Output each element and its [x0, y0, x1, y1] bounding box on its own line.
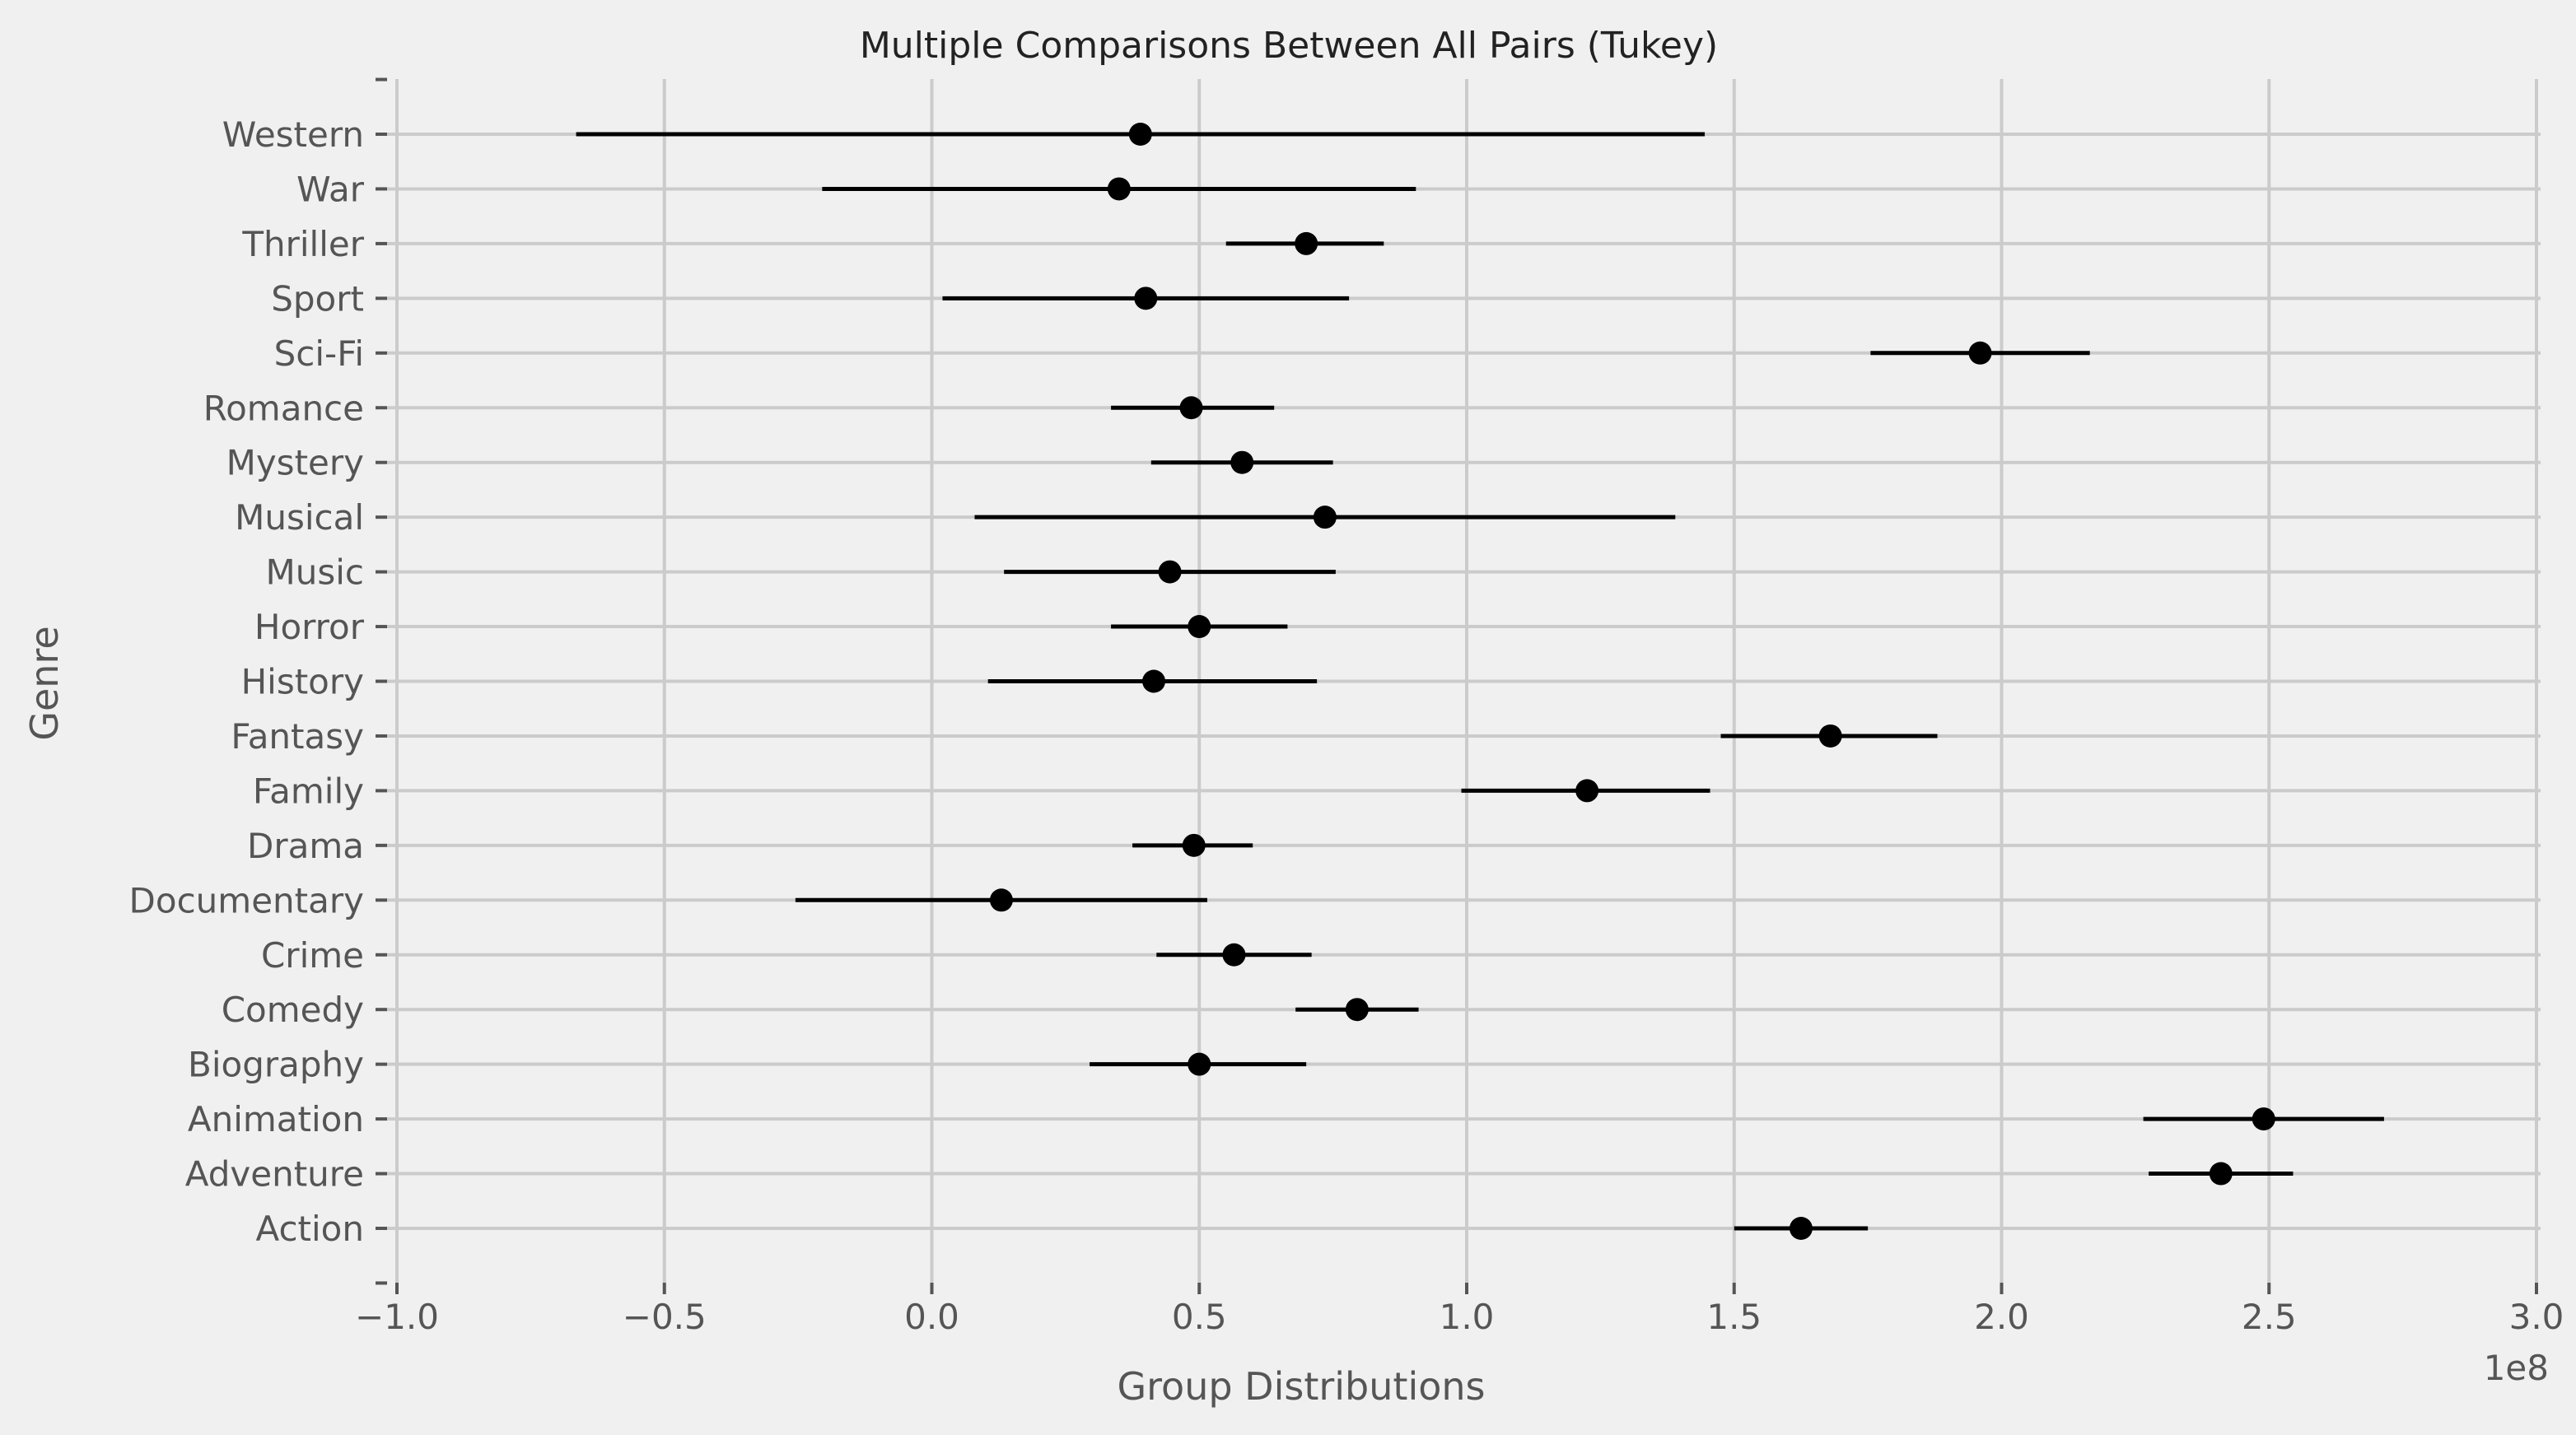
- mean-point-drama: [1182, 833, 1206, 857]
- mean-point-adventure: [2209, 1162, 2233, 1186]
- y-tick-label: Biography: [188, 1045, 364, 1085]
- grid-layer: [387, 79, 2541, 1283]
- y-axis-label: Genre: [22, 626, 67, 740]
- mean-point-romance: [1179, 396, 1203, 420]
- mean-point-family: [1575, 779, 1599, 803]
- x-tick-label: 1.5: [1706, 1297, 1762, 1337]
- x-tick-label: −1.0: [355, 1297, 439, 1337]
- mean-point-war: [1107, 177, 1131, 201]
- mean-point-biography: [1188, 1052, 1211, 1076]
- mean-point-sport: [1134, 287, 1158, 310]
- y-tick-label: Family: [253, 771, 364, 811]
- y-tick-label: Sport: [271, 278, 364, 319]
- y-tick-label: Musical: [235, 497, 364, 538]
- y-tick-label: Animation: [188, 1099, 364, 1139]
- mean-point-music: [1158, 560, 1182, 584]
- x-tick-label: 0.0: [904, 1297, 959, 1337]
- x-tick-label: 2.5: [2242, 1297, 2297, 1337]
- mean-point-history: [1142, 669, 1166, 693]
- mean-point-horror: [1188, 615, 1211, 639]
- y-tick-label: War: [296, 169, 365, 209]
- x-tick-label: 2.0: [1974, 1297, 2029, 1337]
- mean-point-mystery: [1230, 450, 1254, 474]
- y-tick-label: Mystery: [226, 443, 364, 483]
- tick-layer: −1.0 −0.5 0.0 0.5 1.0 1.5 2.0 2.5 3.0 Action Adven…: [129, 77, 2564, 1337]
- y-tick-label: History: [241, 662, 364, 702]
- chart-title: Multiple Comparisons Between All Pairs (…: [860, 25, 1718, 67]
- mean-point-thriller: [1295, 231, 1318, 255]
- mean-point-fantasy: [1818, 724, 1842, 748]
- x-tick-label: −0.5: [623, 1297, 707, 1337]
- y-tick-label: Action: [255, 1209, 364, 1249]
- mean-point-musical: [1313, 506, 1337, 529]
- y-tick-label: Crime: [261, 935, 364, 976]
- y-tick-label: Documentary: [129, 880, 364, 920]
- y-tick-label: Drama: [247, 826, 364, 866]
- y-tick-label: Western: [222, 114, 364, 155]
- mean-point-comedy: [1345, 998, 1369, 1022]
- mean-point-western: [1128, 123, 1152, 146]
- y-tick-label: Comedy: [222, 990, 364, 1030]
- y-tick-label: Horror: [254, 607, 365, 647]
- y-tick-label: Fantasy: [231, 716, 364, 757]
- mean-point-crime: [1222, 943, 1246, 967]
- x-tick-label: 1.0: [1440, 1297, 1495, 1337]
- y-tick-label: Thriller: [241, 224, 364, 264]
- y-tick-label: Adventure: [185, 1154, 364, 1195]
- x-offset-label: 1e8: [2484, 1348, 2549, 1388]
- y-tick-label: Sci-Fi: [274, 333, 364, 374]
- x-tick-label: 0.5: [1172, 1297, 1227, 1337]
- mean-point-action: [1789, 1217, 1813, 1240]
- x-tick-label: 3.0: [2509, 1297, 2564, 1337]
- y-tick-label: Romance: [203, 388, 364, 428]
- y-tick-label: Music: [266, 552, 365, 593]
- mean-point-animation: [2252, 1107, 2275, 1131]
- x-axis-label: Group Distributions: [1118, 1364, 1486, 1409]
- mean-point-sci-fi: [1968, 341, 1992, 365]
- data-layer: [576, 123, 2384, 1240]
- mean-point-documentary: [989, 888, 1013, 912]
